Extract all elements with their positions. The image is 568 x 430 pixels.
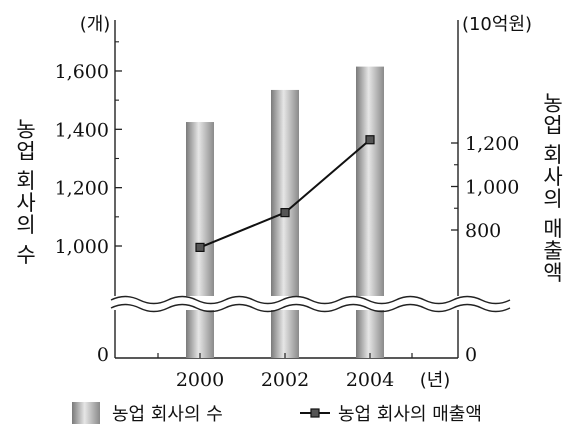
right-axis-label: 농업 회사의 매출액 xyxy=(540,92,564,284)
legend-line-marker xyxy=(310,408,320,418)
axis-ticks: 0 1,000 1,200 1,400 1,600 0 800 1,000 1,200 2000 2… xyxy=(55,14,532,391)
left-tick-label: 1,400 xyxy=(55,119,109,141)
x-tick-label: 2002 xyxy=(261,369,309,391)
left-unit-label: (개) xyxy=(80,14,111,35)
bar-2000 xyxy=(186,122,214,358)
right-unit-label: (10억원) xyxy=(462,14,532,35)
break-gap xyxy=(109,296,464,310)
break-wave-top xyxy=(110,295,511,305)
right-tick-label: 1,000 xyxy=(465,177,519,199)
bar-2004 xyxy=(356,66,384,359)
x-tick-label: 2000 xyxy=(176,369,224,391)
left-tick-label: 1,600 xyxy=(55,61,109,83)
left-axis-label: 농업 회사의 수 xyxy=(13,118,37,266)
line-series xyxy=(195,135,375,252)
legend-line-label: 농업 회사의 매출액 xyxy=(338,404,482,425)
legend-bar-label: 농업 회사의 수 xyxy=(112,404,223,425)
right-tick-label: 1,200 xyxy=(465,133,519,155)
left-tick-label: 1,200 xyxy=(55,178,109,200)
x-unit-label: (년) xyxy=(420,370,451,391)
legend: 농업 회사의 수 농업 회사의 매출액 xyxy=(72,402,482,425)
sales-point-2000 xyxy=(195,242,205,252)
right-tick-label: 800 xyxy=(465,220,501,242)
legend-bar-swatch xyxy=(72,402,100,424)
right-tick-label: 0 xyxy=(465,344,477,366)
sales-point-2002 xyxy=(280,208,290,218)
break-wave-bottom xyxy=(110,303,511,313)
x-tick-label: 2004 xyxy=(346,369,394,391)
axis-break xyxy=(109,295,511,313)
bar-2002 xyxy=(271,89,299,359)
left-tick-label: 1,000 xyxy=(55,236,109,258)
sales-point-2004 xyxy=(365,135,375,145)
left-tick-label: 0 xyxy=(97,344,109,366)
